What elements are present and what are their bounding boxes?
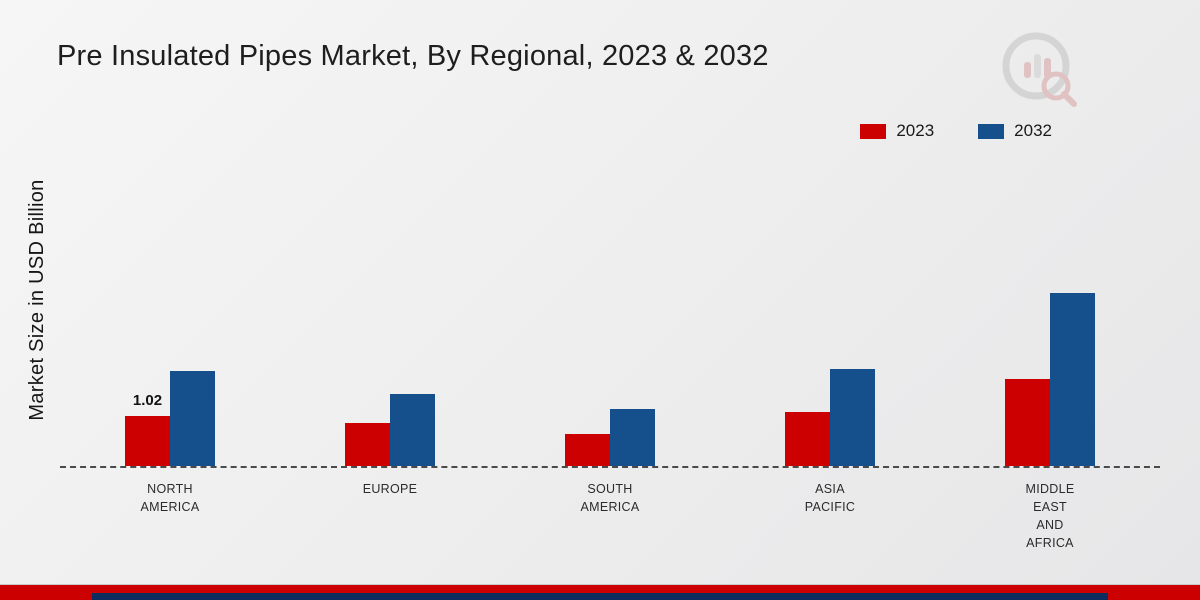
legend-label-2023: 2023 <box>896 121 935 140</box>
category-label: ASIA PACIFIC <box>804 482 856 515</box>
chart-title: Pre Insulated Pipes Market, By Regional,… <box>57 40 769 72</box>
legend-item-2032: 2032 <box>978 121 1052 141</box>
bar-groups: 1.02 <box>60 180 1160 466</box>
bar-2032-middle-east-and-africa <box>1050 293 1095 466</box>
legend-swatch-2032 <box>978 123 1005 139</box>
y-axis-label: Market Size in USD Billion <box>26 179 48 421</box>
category-labels: NORTH AMERICA EUROPE SOUTH AMERICA ASIA PACIFI… <box>60 480 1160 553</box>
bar-2032-asia-pacific <box>830 369 875 466</box>
category-label: EUROPE <box>362 482 418 496</box>
bar-group: 1.02 <box>60 371 280 466</box>
bar-2032-south-america <box>610 409 655 466</box>
bar-group <box>500 409 720 466</box>
footer-divider <box>0 584 1200 585</box>
bar-2023-north-america: 1.02 <box>125 392 170 466</box>
bar-group <box>280 394 500 466</box>
bar-2023-middle-east-and-africa <box>1005 379 1050 466</box>
bar-2023-south-america <box>565 434 610 466</box>
legend: 2023 2032 <box>860 121 1052 141</box>
bar-2023-asia-pacific <box>785 412 830 466</box>
bar-group <box>720 369 940 466</box>
bar-group <box>940 293 1160 466</box>
category-label: NORTH AMERICA <box>140 482 200 515</box>
brand-logo-watermark <box>1002 32 1077 107</box>
plot-area: 1.02 <box>60 180 1160 468</box>
legend-swatch-2023 <box>860 123 887 139</box>
bar-2023-europe <box>345 423 390 466</box>
category-label: SOUTH AMERICA <box>580 482 640 515</box>
footer-navy-band <box>92 593 1108 600</box>
bar-2032-europe <box>390 394 435 466</box>
bar-value-label: 1.02 <box>132 392 163 409</box>
legend-label-2032: 2032 <box>1014 121 1052 140</box>
category-label: MIDDLE EAST AND AFRICA <box>1025 482 1075 551</box>
bar-2032-north-america <box>170 371 215 466</box>
legend-item-2023: 2023 <box>860 121 934 141</box>
